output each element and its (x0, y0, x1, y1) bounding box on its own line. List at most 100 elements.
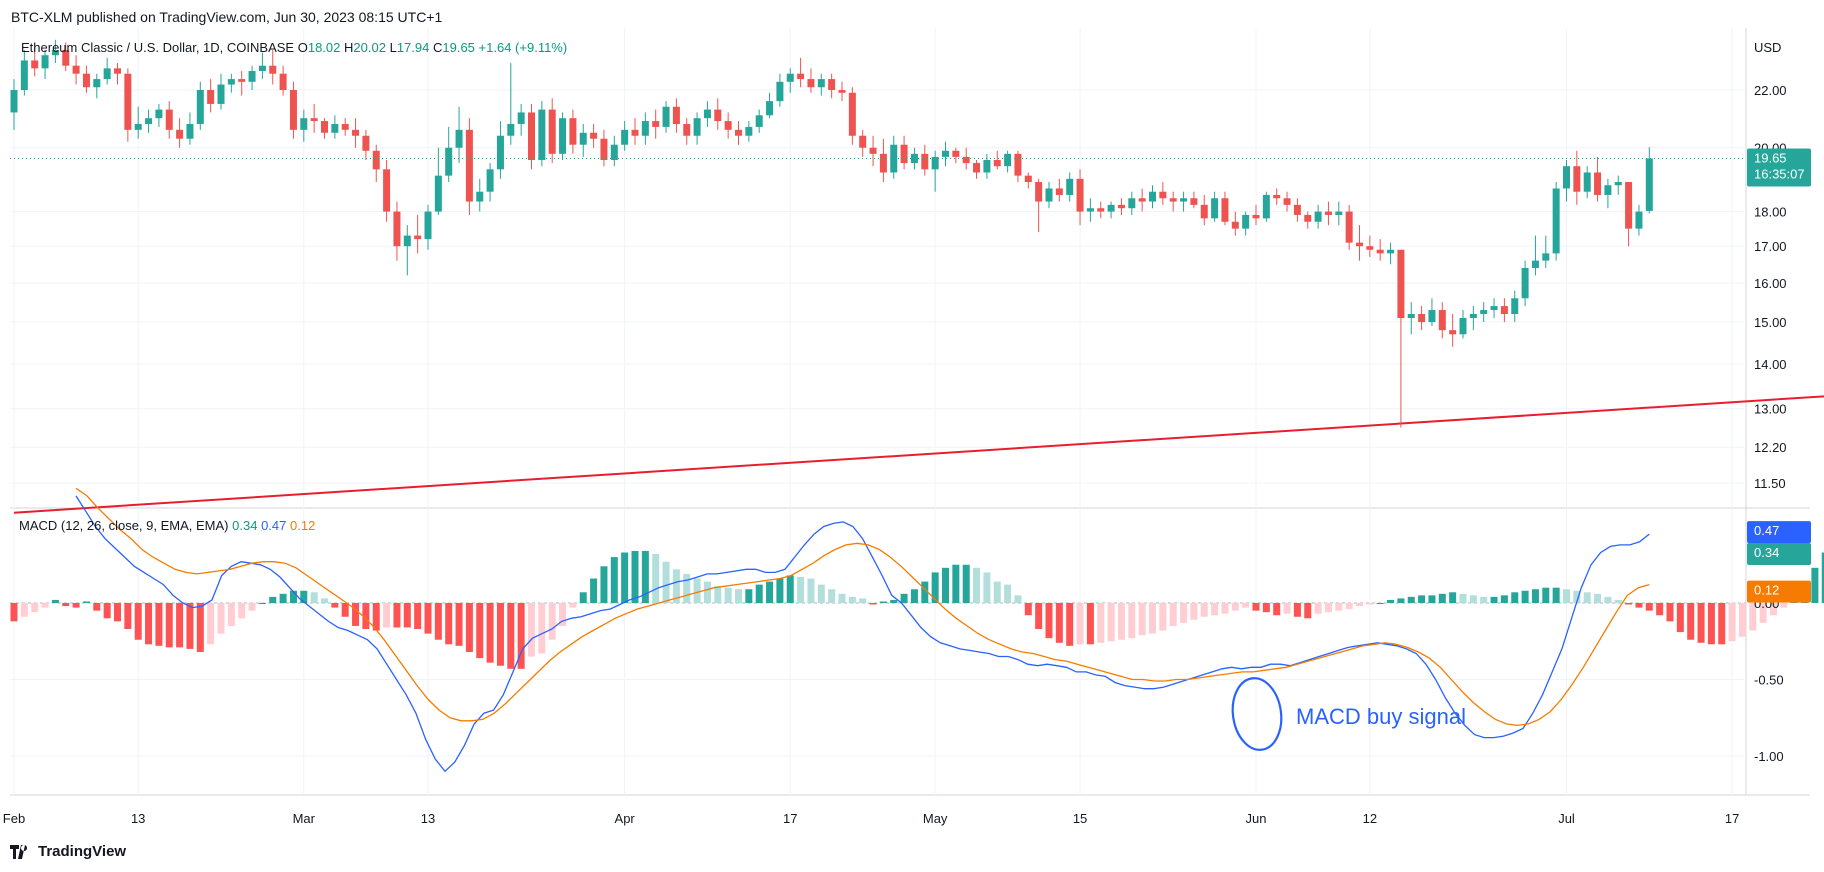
histogram-bar (848, 596, 856, 603)
histogram-bar (1594, 593, 1602, 603)
candle-body (414, 235, 422, 240)
price-tick-label: 11.50 (1754, 476, 1786, 491)
tradingview-logo[interactable]: TradingView (10, 843, 126, 860)
histogram-bar (1583, 592, 1591, 603)
candle (879, 138, 887, 183)
publish-info: BTC-XLM published on TradingView.com, Ju… (11, 9, 443, 25)
histogram-bar (672, 569, 680, 603)
candle-body (1293, 204, 1301, 215)
candle-body (1387, 249, 1395, 254)
candle (1117, 198, 1125, 215)
histogram-bar (1076, 603, 1084, 645)
candle-body (20, 60, 28, 90)
candle-body (207, 90, 215, 104)
candle (248, 65, 256, 90)
candle (465, 118, 473, 215)
histogram-bar (393, 603, 401, 628)
histogram-bar (910, 589, 918, 603)
change-value: +1.64 (+9.11%) (478, 40, 568, 55)
candle (41, 50, 49, 80)
support-trendline[interactable] (13, 384, 1824, 514)
histogram-bar (114, 603, 121, 622)
candle (424, 204, 432, 250)
candle (538, 101, 546, 167)
candle-body (1004, 153, 1012, 167)
candle (942, 141, 949, 167)
candle (1438, 302, 1446, 339)
price-tick-label: 12.20 (1754, 440, 1787, 455)
candle (1480, 302, 1488, 323)
candle (921, 144, 929, 176)
candle-body (1262, 194, 1270, 219)
histogram-bar (496, 603, 504, 666)
candle (269, 50, 277, 85)
candle (403, 225, 411, 276)
candle (807, 68, 815, 93)
candle-body (134, 123, 142, 130)
histogram-bar (879, 601, 887, 603)
candle (1469, 306, 1477, 331)
candle-body (103, 68, 111, 80)
candle-body (1563, 166, 1570, 189)
candle-body (1138, 198, 1146, 202)
candle (1573, 150, 1581, 205)
candle-body (683, 123, 691, 136)
candle (1387, 242, 1395, 265)
candle-body (383, 169, 391, 212)
histogram-bar (269, 596, 277, 603)
histogram-bar (993, 581, 1001, 603)
candle (817, 73, 825, 96)
histogram-bar (1656, 603, 1664, 616)
candle-body (465, 129, 473, 202)
candle (207, 79, 215, 113)
histogram-bar (838, 593, 846, 603)
histogram-bar (1273, 603, 1281, 616)
histogram-bar (1335, 603, 1343, 611)
histogram-bar (1428, 595, 1436, 603)
histogram-bar (1169, 603, 1177, 626)
candle-body (1159, 191, 1167, 199)
candle-body (1418, 314, 1426, 323)
candle (1138, 188, 1146, 212)
grid (10, 28, 1810, 796)
candle (1014, 150, 1022, 183)
candle (1169, 191, 1177, 212)
histogram-bar (1314, 603, 1322, 614)
candle (31, 47, 39, 77)
candle-body (921, 153, 929, 170)
candle (952, 147, 960, 164)
candle (590, 123, 598, 148)
macd-legend-title: MACD (12, 26, close, 9, EMA, EMA) (19, 518, 229, 533)
trendline[interactable] (13, 384, 1824, 514)
candle (973, 159, 981, 179)
candle (1376, 239, 1384, 261)
candle (258, 52, 266, 80)
candle (476, 178, 484, 212)
candle (1604, 178, 1612, 209)
candle (1397, 249, 1405, 428)
open-value: 18.02 (307, 40, 341, 55)
histogram-bar (414, 603, 422, 630)
candle-body (1594, 172, 1602, 195)
candle (1190, 191, 1198, 209)
candle (1490, 298, 1498, 319)
histogram-bar (1490, 596, 1498, 603)
candle-body (817, 79, 825, 88)
candle (372, 144, 380, 183)
candle-body (1500, 306, 1508, 315)
time-tick-label: Feb (3, 811, 25, 826)
candle (1356, 225, 1363, 261)
candle-body (300, 118, 308, 130)
time-tick-label: 17 (1725, 811, 1739, 826)
candle-body (186, 123, 194, 139)
candle (321, 118, 328, 139)
currency-label[interactable]: USD (1754, 40, 1781, 55)
candle-body (1614, 182, 1622, 186)
histogram-bar (1780, 603, 1788, 608)
candle-body (352, 129, 360, 136)
candle (496, 121, 504, 179)
histogram-bar (93, 603, 101, 611)
histogram-bar (1604, 596, 1612, 603)
candle (362, 129, 370, 160)
